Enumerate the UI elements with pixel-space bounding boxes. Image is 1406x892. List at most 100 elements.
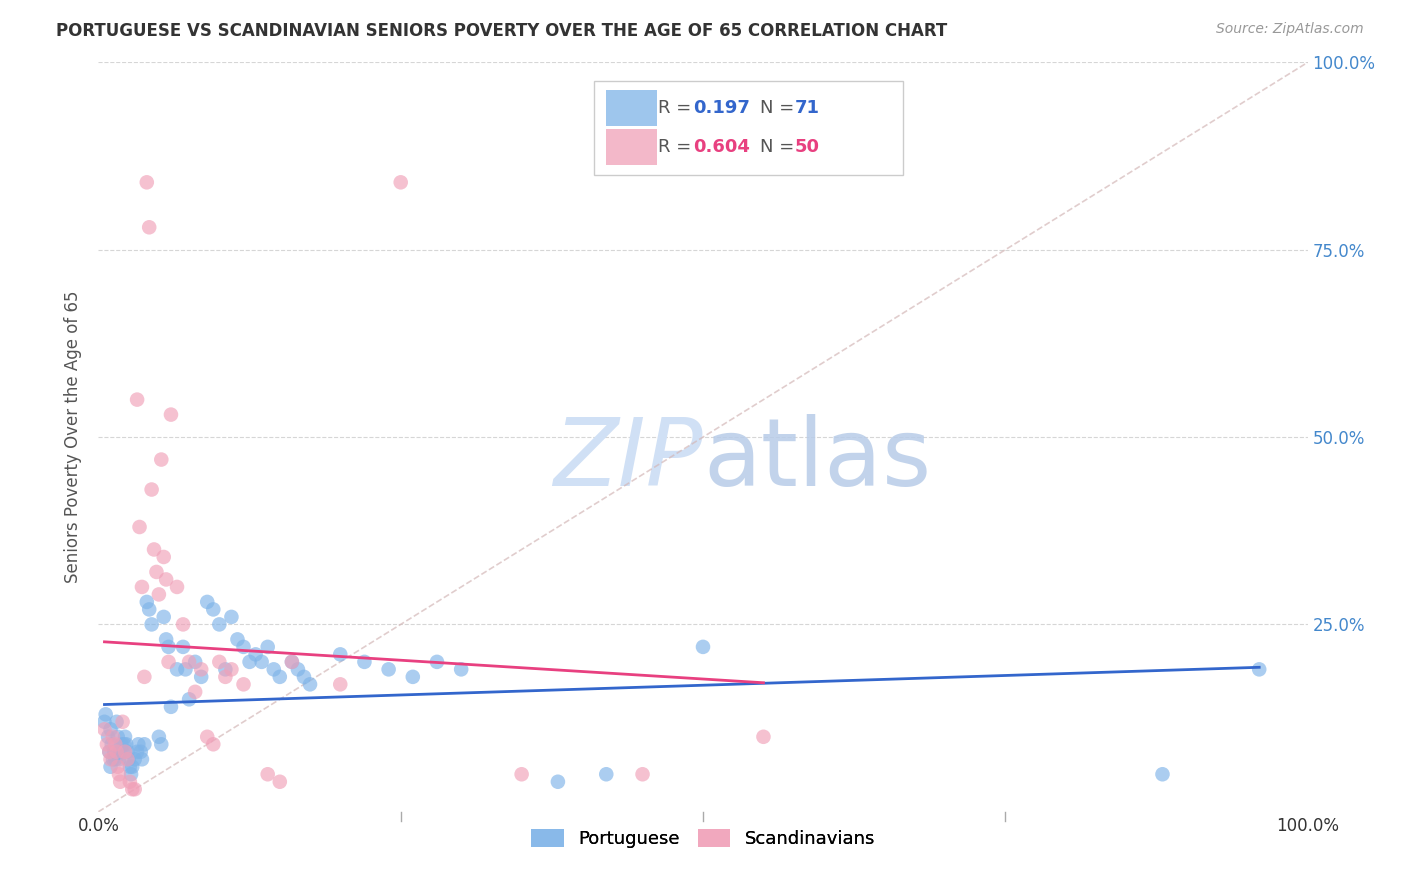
Point (281, 655, 304, 669)
Point (124, 752, 146, 766)
Text: PORTUGUESE VS SCANDINAVIAN SENIORS POVERTY OVER THE AGE OF 65 CORRELATION CHART: PORTUGUESE VS SCANDINAVIAN SENIORS POVER… (56, 22, 948, 40)
FancyBboxPatch shape (595, 81, 903, 175)
Point (148, 730, 170, 744)
Point (389, 175, 412, 189)
Point (190, 662, 212, 676)
Point (118, 774, 141, 789)
Point (148, 587, 170, 601)
Text: 0.604: 0.604 (693, 138, 751, 156)
Point (226, 632, 249, 647)
Point (108, 752, 131, 766)
Point (172, 640, 194, 654)
Point (93, 723, 115, 737)
Point (110, 737, 132, 751)
FancyBboxPatch shape (606, 129, 657, 165)
Point (127, 392, 149, 407)
Point (299, 677, 322, 691)
Point (117, 752, 139, 766)
Point (138, 220, 160, 235)
Point (172, 617, 194, 632)
Point (134, 670, 156, 684)
Point (98, 745, 121, 759)
Point (155, 632, 177, 647)
Point (98, 745, 121, 759)
Point (329, 648, 352, 662)
Point (118, 752, 141, 766)
Point (329, 677, 352, 691)
Point (104, 737, 127, 751)
Point (152, 610, 174, 624)
Text: 50: 50 (794, 138, 820, 156)
Point (108, 745, 131, 759)
Point (100, 752, 122, 766)
Point (111, 714, 134, 729)
Point (112, 737, 135, 751)
Text: atlas: atlas (703, 414, 931, 506)
Point (245, 648, 267, 662)
Point (101, 730, 124, 744)
Point (120, 767, 142, 781)
FancyBboxPatch shape (606, 90, 657, 126)
Point (157, 640, 180, 654)
Point (114, 745, 136, 759)
Point (93, 714, 115, 729)
Point (141, 483, 163, 497)
Point (108, 774, 131, 789)
Point (131, 752, 153, 766)
Point (114, 730, 136, 744)
Point (138, 602, 160, 616)
Point (208, 617, 231, 632)
Y-axis label: Seniors Poverty Over the Age of 65: Seniors Poverty Over the Age of 65 (65, 291, 83, 583)
Point (104, 752, 127, 766)
Text: R =: R = (658, 99, 697, 117)
Point (160, 408, 183, 422)
Point (105, 714, 128, 729)
Point (155, 573, 177, 587)
Point (129, 745, 152, 759)
Point (377, 662, 399, 676)
Point (202, 737, 225, 751)
Point (202, 602, 225, 616)
Point (752, 730, 775, 744)
Point (402, 670, 425, 684)
Point (160, 699, 183, 714)
Point (105, 745, 128, 759)
Point (143, 542, 166, 557)
Point (184, 685, 207, 699)
Point (134, 737, 156, 751)
Point (157, 655, 180, 669)
Text: N =: N = (759, 138, 800, 156)
Point (269, 670, 291, 684)
Point (96, 737, 118, 751)
Point (195, 730, 218, 744)
Point (221, 610, 243, 624)
Point (179, 692, 201, 706)
Point (135, 595, 157, 609)
Point (184, 655, 207, 669)
Point (195, 595, 218, 609)
Point (166, 662, 188, 676)
Point (145, 565, 167, 579)
Point (150, 737, 173, 751)
Point (353, 655, 375, 669)
Point (141, 617, 163, 632)
Point (179, 655, 201, 669)
Point (450, 662, 472, 676)
Point (692, 640, 714, 654)
Point (1249, 662, 1271, 676)
Point (127, 745, 149, 759)
Point (292, 670, 315, 684)
Point (121, 782, 143, 797)
Point (103, 745, 125, 759)
Legend: Portuguese, Scandinavians: Portuguese, Scandinavians (524, 822, 882, 855)
Text: 0.197: 0.197 (693, 99, 751, 117)
Point (547, 774, 569, 789)
Point (115, 737, 138, 751)
Text: Source: ZipAtlas.com: Source: ZipAtlas.com (1216, 22, 1364, 37)
Point (510, 767, 533, 781)
Text: R =: R = (658, 138, 697, 156)
Point (124, 782, 146, 797)
Point (121, 760, 143, 774)
Point (108, 767, 131, 781)
Point (128, 520, 150, 534)
